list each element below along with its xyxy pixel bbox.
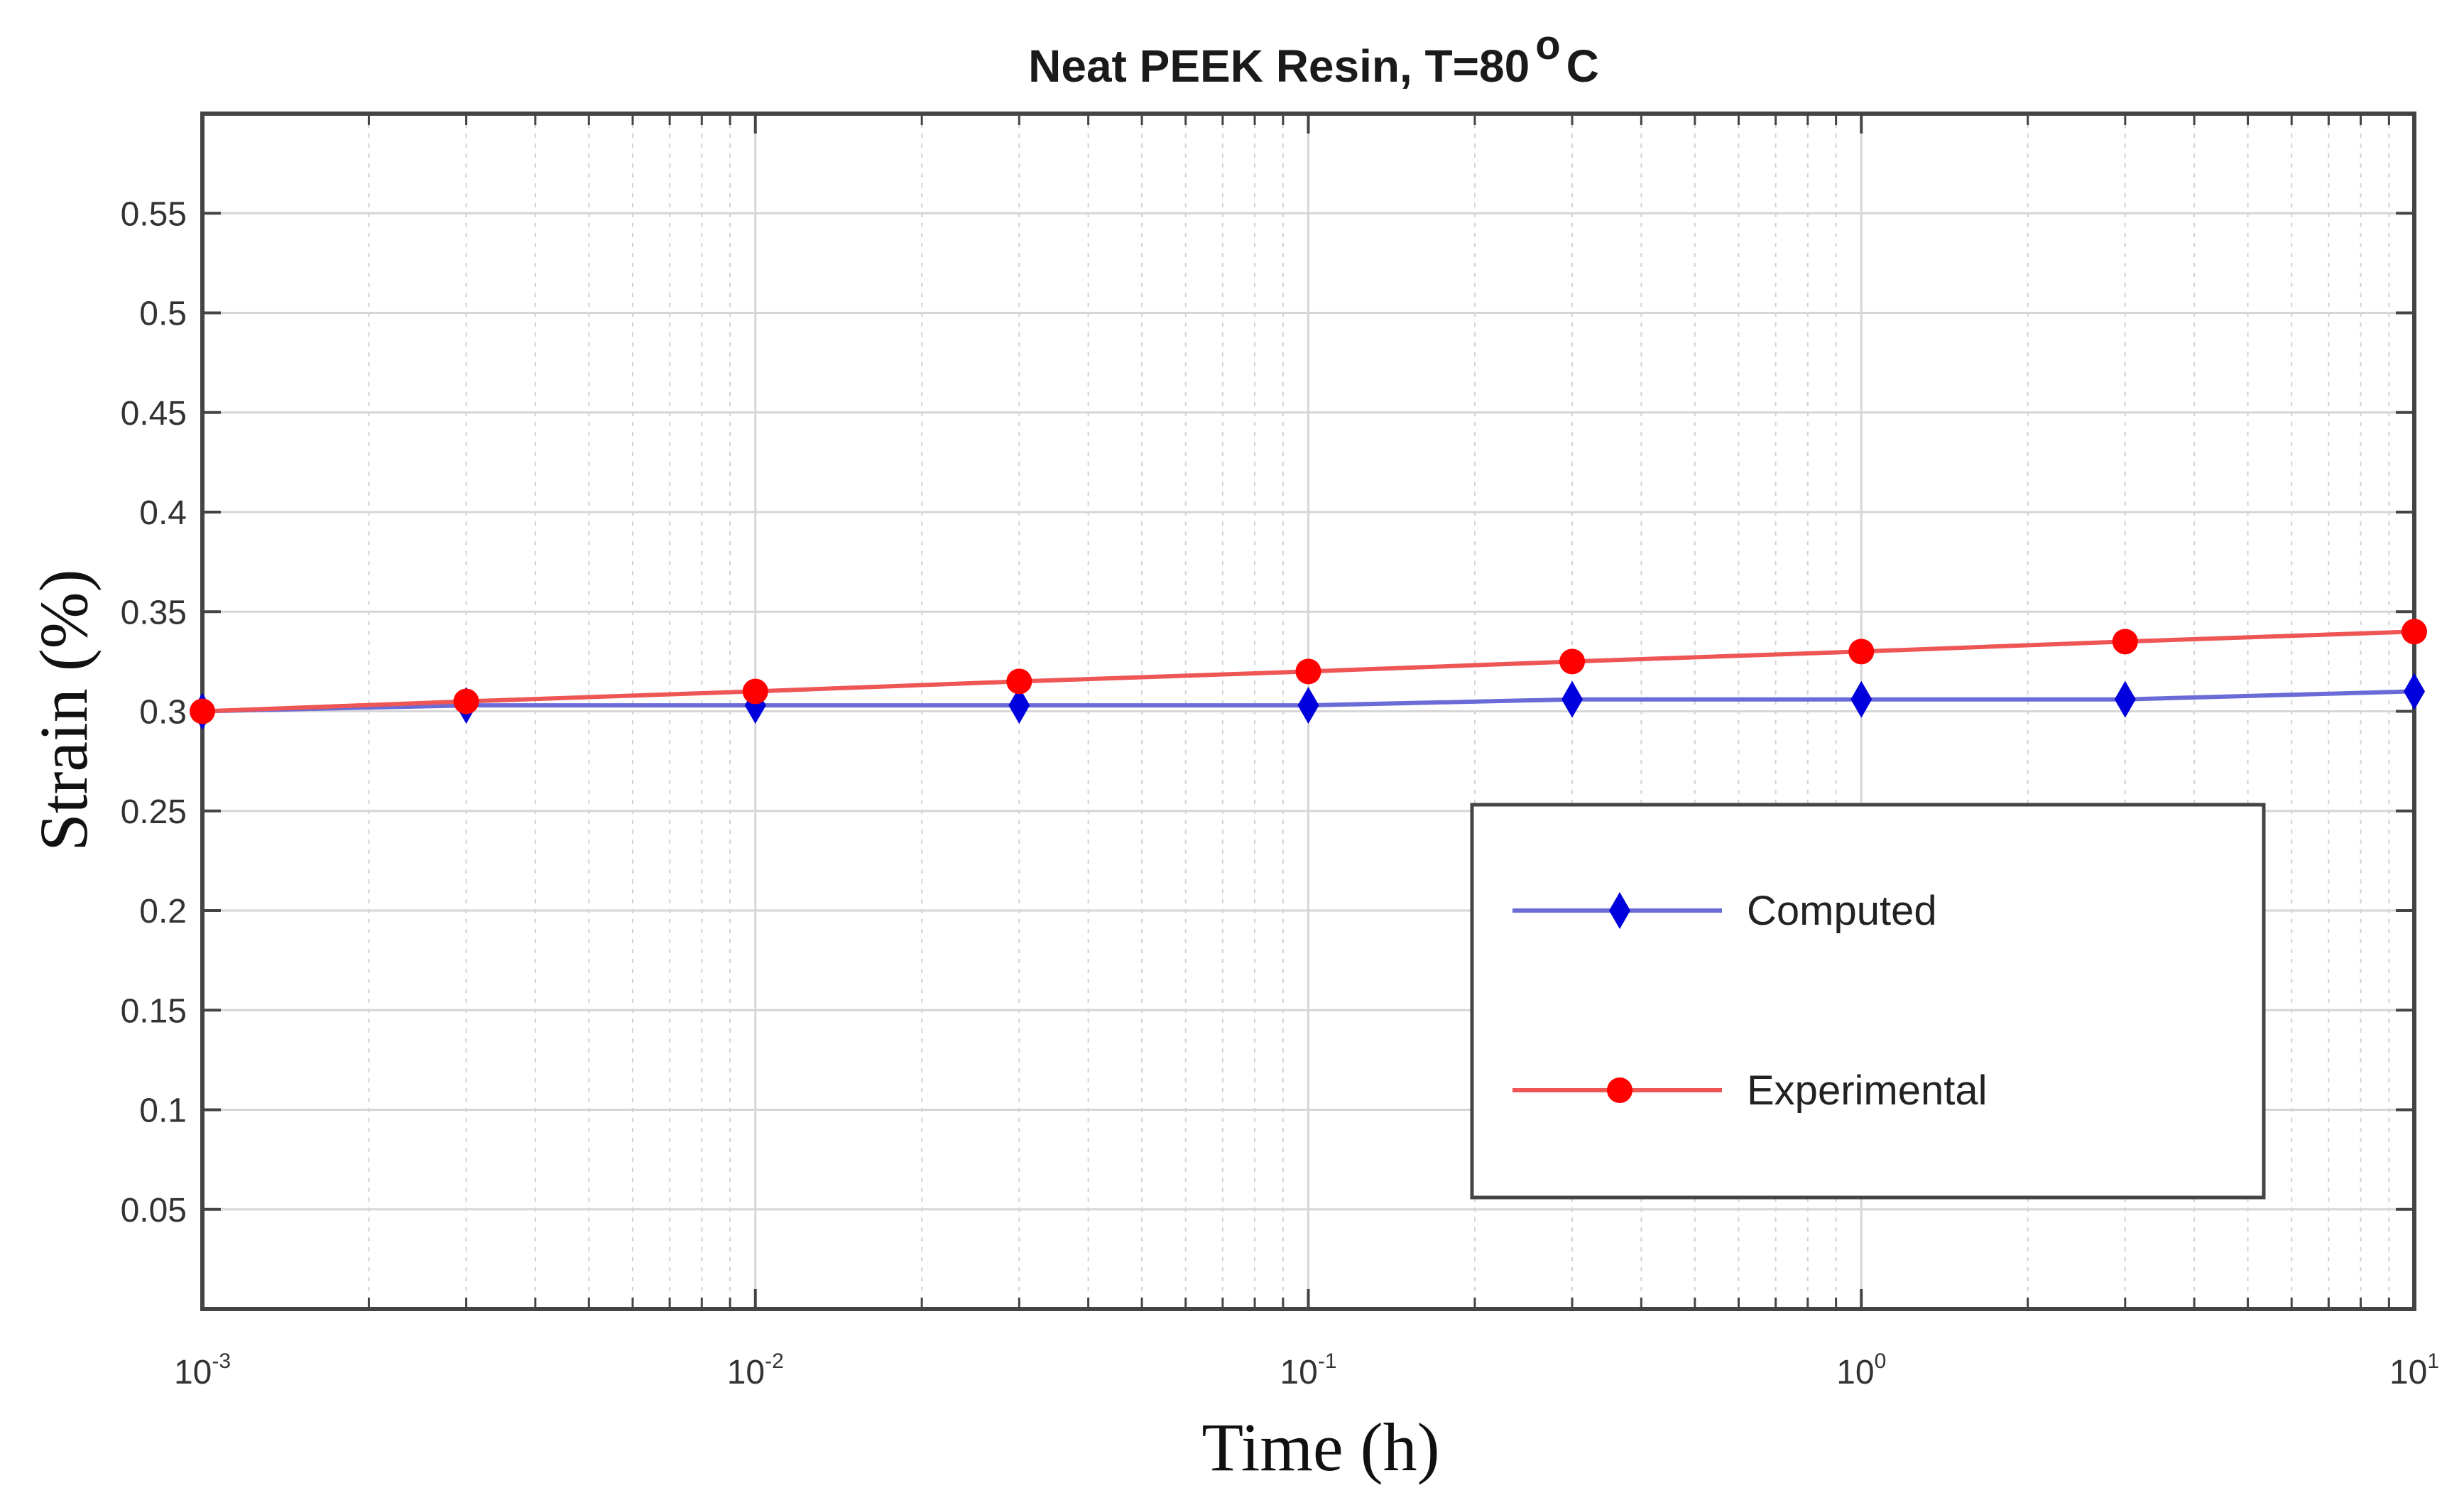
data-point-computed (1297, 687, 1319, 724)
legend-marker-computed (1609, 892, 1630, 929)
chart-title: Neat PEEK Resin, T=80 o C (1028, 22, 1599, 92)
chart-title-suffix: C (1566, 40, 1599, 92)
y-tick-label: 0.1 (139, 1092, 187, 1130)
legend-label-experimental: Experimental (1747, 1068, 1987, 1114)
data-point-computed (2404, 673, 2425, 710)
y-tick-label: 0.3 (139, 694, 187, 732)
x-tick-label: 10-2 (727, 1349, 784, 1391)
x-tick-label: 101 (2389, 1349, 2439, 1391)
chart-title-main: Neat PEEK Resin, T=80 (1028, 40, 1530, 92)
x-tick-label: 100 (1836, 1349, 1886, 1391)
data-point-experimental (1559, 648, 1586, 675)
y-tick-label: 0.35 (121, 594, 187, 631)
data-point-computed (2114, 680, 2136, 718)
legend-label-computed: Computed (1747, 888, 1937, 934)
legend-marker-experimental (1607, 1077, 1632, 1103)
y-tick-label: 0.55 (121, 195, 187, 233)
series-group (190, 619, 2427, 730)
y-tick-label: 0.4 (139, 494, 187, 532)
y-tick-label: 0.05 (121, 1192, 187, 1229)
chart-title-superscript: o (1535, 22, 1560, 68)
data-point-experimental (1295, 658, 1321, 685)
data-point-experimental (453, 688, 479, 715)
data-point-experimental (2112, 629, 2138, 655)
data-point-experimental (1848, 639, 1875, 665)
x-tick-label: 10-1 (1280, 1349, 1336, 1391)
y-axis-label: Strain (%) (26, 569, 102, 851)
x-axis-label: Time (h) (1201, 1409, 1439, 1485)
y-tick-label: 0.2 (139, 893, 187, 930)
data-point-experimental (742, 678, 768, 705)
data-point-experimental (1006, 668, 1032, 695)
x-tick-label: 10-3 (174, 1349, 231, 1391)
axis-ticks: 0.05 0.1 0.15 0.2 0.25 0.3 0.35 0.4 0.45 0.5 0.55 1… (121, 114, 2439, 1391)
y-tick-label: 0.45 (121, 395, 187, 433)
data-point-experimental (2402, 619, 2427, 645)
y-tick-label: 0.25 (121, 793, 187, 831)
data-point-experimental (190, 698, 215, 724)
legend: Computed Experimental (1470, 803, 2266, 1200)
data-point-computed (1008, 687, 1030, 724)
data-point-computed (1561, 680, 1583, 718)
y-tick-label: 0.5 (139, 295, 187, 333)
legend-box (1470, 803, 2266, 1200)
data-point-computed (1850, 680, 1872, 718)
y-tick-label: 0.15 (121, 992, 187, 1030)
